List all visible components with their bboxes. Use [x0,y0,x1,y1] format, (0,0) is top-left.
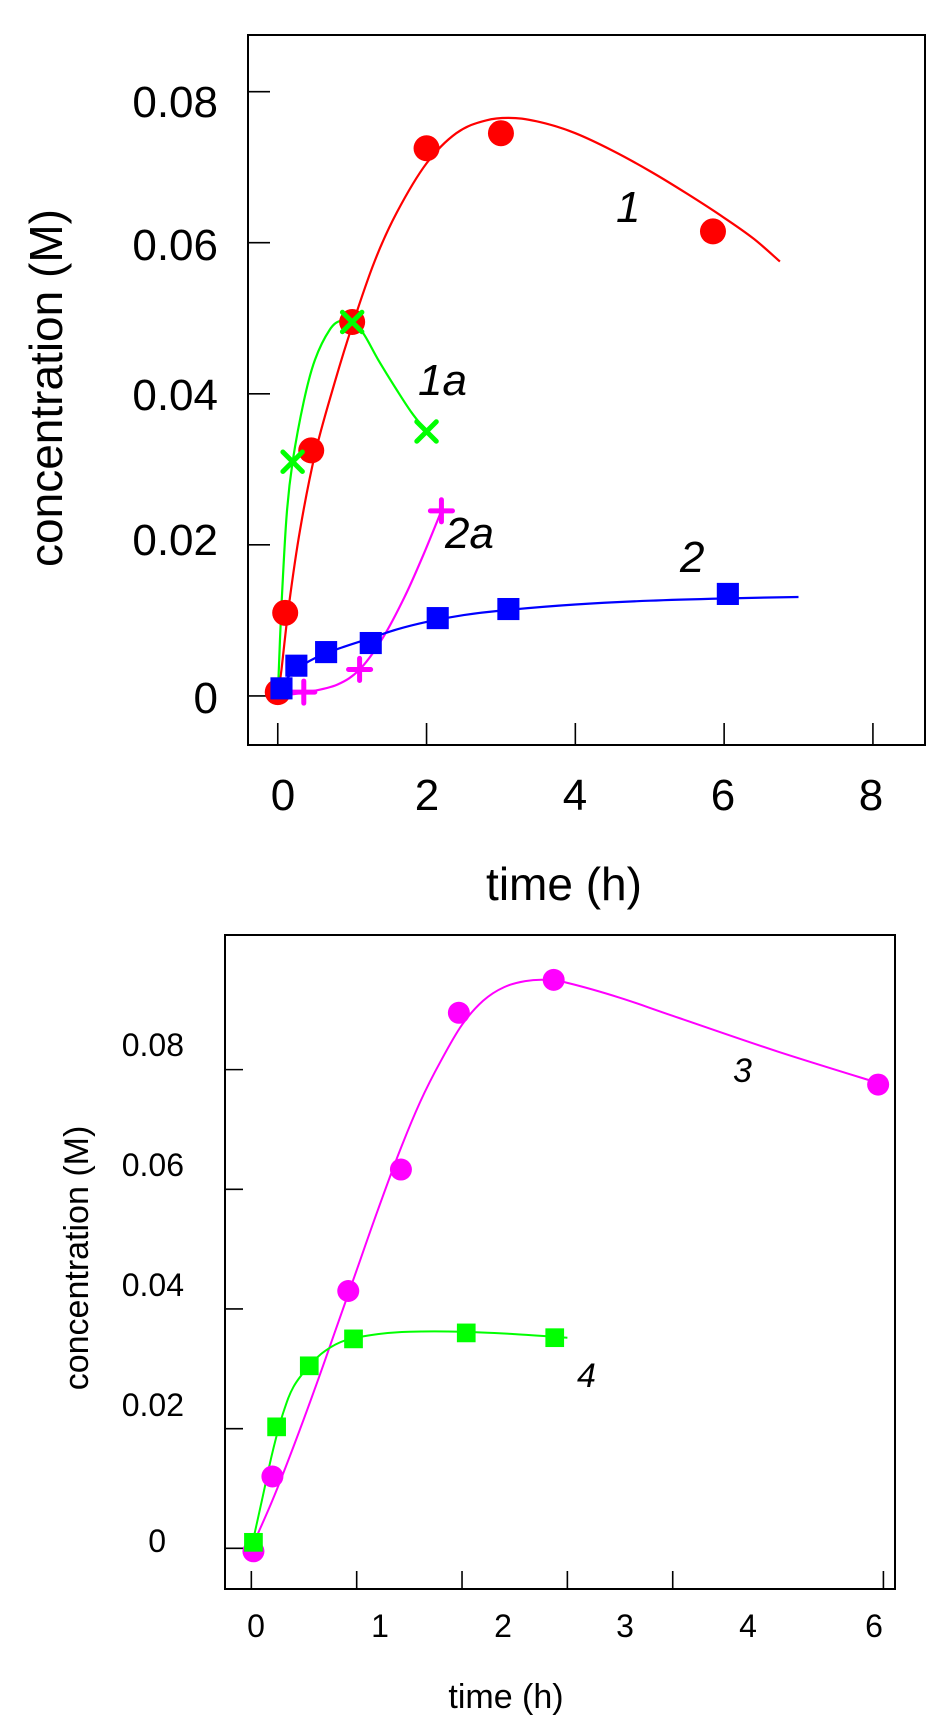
bottom-xtick-label: 4 [739,1608,757,1644]
series-3-point [337,1280,360,1303]
bottom-ytick-label: 0.02 [122,1387,184,1423]
series-2-point [270,677,293,700]
series-4-point [344,1329,363,1349]
bottom-ytick-label: 0.08 [122,1027,184,1063]
bottom-ytick-label: 0.06 [122,1147,184,1183]
series-2a-point [290,678,318,706]
bottom-chart: 0.08 0.06 0.04 0.02 0 0 1 2 3 4 6 time (… [58,934,896,1716]
series-2-point [315,641,338,664]
series-label-1: 1 [616,183,640,232]
series-2-point [359,631,382,655]
top-ytick-label: 0.06 [132,221,218,270]
top-xtick-label: 4 [563,771,587,820]
top-xtick-label: 6 [711,771,735,820]
bottom-xtick-label: 0 [247,1608,265,1644]
bottom-series-group [242,968,890,1563]
top-xtick-label: 8 [859,771,883,820]
series-1-point [272,599,299,626]
series-1-point [298,437,325,464]
top-ytick-label: 0.04 [132,371,218,420]
series-1a-point [339,309,365,335]
series-2-point [285,654,308,677]
series-label-2: 2 [679,533,704,582]
series-label-2a: 2a [444,509,494,558]
series-label-3: 3 [733,1052,752,1090]
series-3-point [447,1001,470,1024]
bottom-x-axis-title: time (h) [448,1678,563,1716]
bottom-y-axis-title: concentration (M) [58,1126,96,1391]
top-ytick-label: 0.02 [132,516,218,565]
series-4-point [267,1417,286,1437]
top-y-axis-title: concentration (M) [20,209,72,567]
bottom-axis-ticks [225,1068,885,1589]
top-series-group [264,116,799,706]
series-1a-curve [276,318,428,696]
series-label-1a: 1a [418,356,467,405]
bottom-xtick-label: 3 [616,1608,634,1644]
top-plot-frame [247,34,926,746]
series-3-point [389,1158,412,1181]
bottom-ytick-label: 0.04 [122,1267,184,1303]
series-3-point [867,1073,890,1096]
series-1a-point [280,449,305,475]
series-1-curve [276,116,781,697]
series-3-point [542,968,565,991]
series-2a-point [346,655,374,684]
series-3-point [261,1465,284,1488]
bottom-xtick-label: 1 [371,1608,389,1644]
bottom-xtick-label: 2 [494,1608,512,1644]
top-xtick-label: 0 [271,771,295,820]
series-label-4: 4 [577,1357,596,1395]
series-1-point [487,120,514,147]
series-4-point [545,1328,565,1348]
series-4-point [244,1532,263,1552]
series-2-point [497,597,520,621]
top-xtick-label: 2 [415,771,439,820]
bottom-plot-frame [224,934,896,1590]
series-2-point [426,607,449,630]
top-ytick-label: 0 [194,674,218,723]
top-x-axis-title: time (h) [486,858,642,910]
bottom-xtick-label: 6 [865,1608,883,1644]
series-3-curve [250,978,884,1549]
series-2-point [716,582,739,605]
bottom-ytick-label: 0 [148,1523,166,1559]
series-4-point [456,1323,476,1343]
series-2a-point [427,497,455,525]
series-1-point [413,135,440,162]
series-1-point [699,218,726,245]
series-4-point [299,1356,319,1376]
top-ytick-label: 0.08 [132,78,218,127]
top-chart: 0.08 0.06 0.04 0.02 0 0 2 4 6 8 time (h)… [20,34,926,910]
series-1a-point [414,419,439,444]
